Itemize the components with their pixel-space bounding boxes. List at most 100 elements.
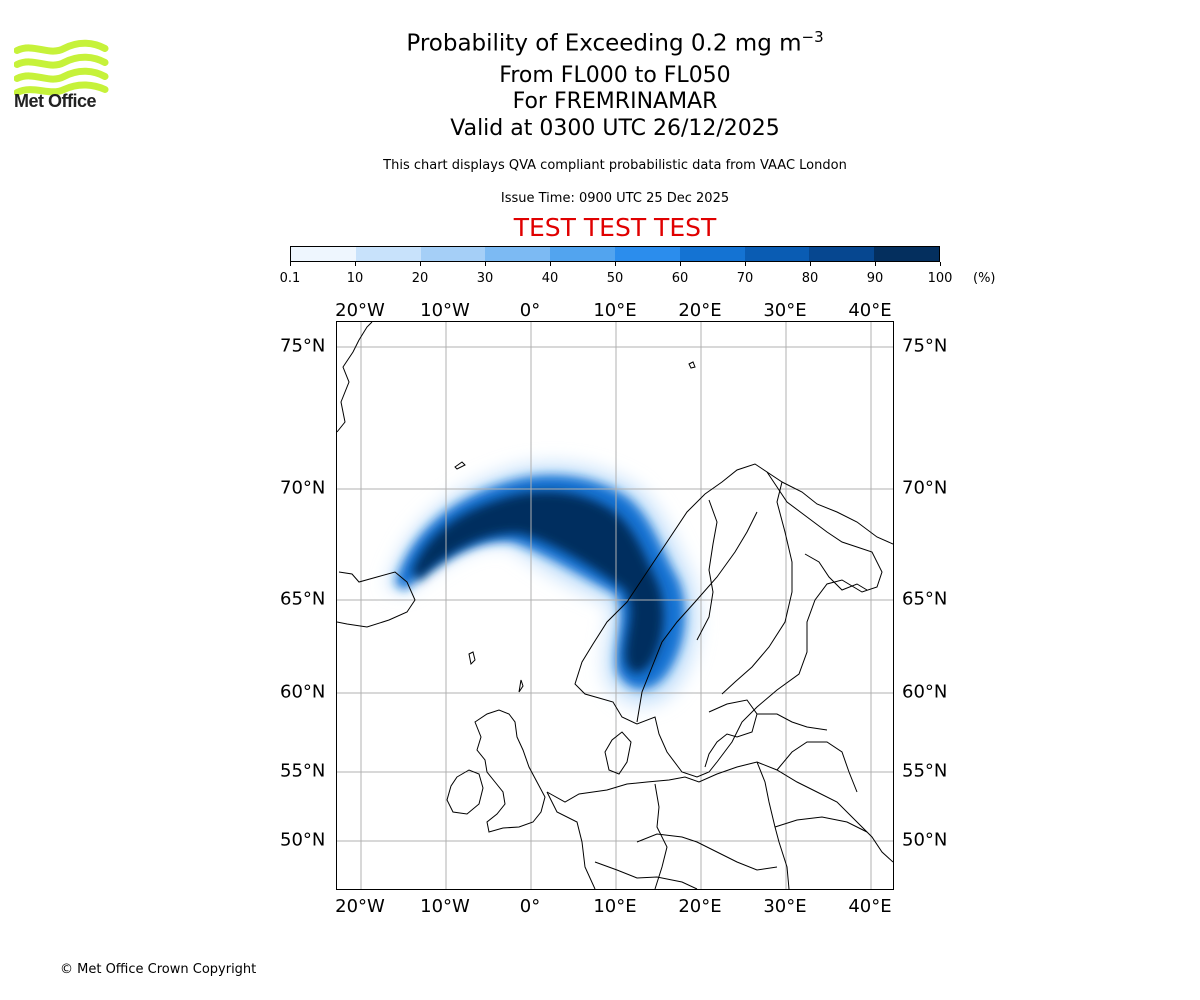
colorbar-tick-label: 80	[801, 271, 819, 286]
chart-title: Probability of Exceeding 0.2 mg m−3	[406, 28, 823, 57]
colorbar-tick-mark	[810, 262, 811, 266]
border-norway-sweden	[636, 511, 758, 723]
valid-time: Valid at 0300 UTC 26/12/2025	[450, 116, 780, 141]
border-ukraine	[774, 816, 868, 833]
colorbar-segment	[679, 247, 745, 261]
jan-mayen	[454, 461, 466, 470]
logo-waves	[14, 39, 109, 96]
plume-core	[412, 491, 664, 673]
denmark-coast	[604, 731, 632, 775]
longitude-label: 20°W	[335, 896, 385, 917]
issue-time: Issue Time: 0900 UTC 25 Dec 2025	[500, 191, 730, 206]
border-germany-poland	[654, 783, 668, 889]
colorbar-segment	[485, 247, 551, 261]
colorbar	[290, 246, 940, 262]
longitude-label: 20°E	[678, 896, 722, 917]
colorbar-tick-mark	[485, 262, 486, 266]
white-sea	[804, 553, 868, 591]
colorbar-segment	[809, 247, 875, 261]
colorbar-tick-label: 70	[736, 271, 754, 286]
latitude-label: 55°N	[902, 760, 948, 782]
latitude-label: 50°N	[280, 829, 326, 851]
ash-plume	[387, 463, 699, 706]
flight-levels: From FL000 to FL050	[499, 63, 731, 88]
colorbar-segment	[744, 247, 810, 261]
border-sweden-finland	[696, 499, 718, 641]
colorbar-tick-label: 100	[927, 271, 953, 286]
latitude-label: 75°N	[280, 335, 326, 357]
colorbar-tick-mark	[875, 262, 876, 266]
qva-note: This chart displays QVA compliant probab…	[383, 158, 847, 173]
greenland-coast	[337, 322, 373, 433]
map-svg	[337, 322, 893, 889]
latitude-label: 70°N	[902, 477, 948, 499]
colorbar-unit: (%)	[973, 271, 996, 286]
longitude-label: 20°E	[678, 300, 722, 321]
colorbar-tick-mark	[615, 262, 616, 266]
colorbar-segment	[874, 247, 939, 261]
border-belarus	[776, 741, 858, 793]
met-office-logo-icon	[14, 39, 109, 96]
latitude-label: 65°N	[902, 588, 948, 610]
test-banner: TEST TEST TEST	[513, 213, 717, 242]
colorbar-tick-mark	[940, 262, 941, 266]
colorbar-tick-label: 30	[476, 271, 494, 286]
colorbar-segment	[420, 247, 486, 261]
iceland-coast	[337, 571, 416, 628]
colorbar-tick-label: 0.1	[279, 271, 301, 286]
longitude-label: 10°E	[593, 896, 637, 917]
colorbar-tick-mark	[290, 262, 291, 266]
coastlines	[337, 322, 893, 889]
latitude-label: 75°N	[902, 335, 948, 357]
longitude-label: 10°W	[420, 300, 470, 321]
border-west	[546, 791, 596, 889]
continent-coast	[546, 761, 893, 863]
kola-coast	[781, 481, 893, 545]
colorbar-tick-label: 10	[346, 271, 364, 286]
volcano-name: For FREMRINAMAR	[512, 89, 718, 114]
longitude-label: 0°	[519, 896, 541, 917]
longitude-label: 30°E	[763, 300, 807, 321]
colorbar-tick-label: 20	[411, 271, 429, 286]
colorbar-tick-label: 40	[541, 271, 559, 286]
colorbar-tick-label: 90	[866, 271, 884, 286]
longitude-label: 30°E	[763, 896, 807, 917]
latitude-label: 60°N	[902, 681, 948, 703]
colorbar-segment	[614, 247, 680, 261]
longitude-label: 10°E	[593, 300, 637, 321]
colorbar-tick-mark	[355, 262, 356, 266]
copyright: © Met Office Crown Copyright	[60, 962, 257, 977]
colorbar-segment	[355, 247, 421, 261]
title-main: Probability of Exceeding 0.2 mg m	[406, 30, 802, 57]
latitude-label: 65°N	[280, 588, 326, 610]
map-panel	[336, 321, 894, 890]
colorbar-segment	[291, 247, 356, 261]
bear-island	[688, 361, 696, 369]
border-finland-russia	[721, 471, 793, 695]
britain-coast	[474, 709, 546, 833]
latitude-label: 50°N	[902, 829, 948, 851]
faroe-islands	[468, 651, 476, 666]
latitude-label: 55°N	[280, 760, 326, 782]
colorbar-tick-mark	[420, 262, 421, 266]
longitude-label: 10°W	[420, 896, 470, 917]
border-russia-latvia	[757, 713, 828, 731]
colorbar-tick-mark	[745, 262, 746, 266]
colorbar-tick-mark	[680, 262, 681, 266]
border-czech	[636, 833, 778, 871]
title-exponent: −3	[801, 28, 824, 46]
colorbar-tick-mark	[550, 262, 551, 266]
longitude-label: 40°E	[848, 300, 892, 321]
shetland	[518, 679, 524, 693]
border-poland-east	[756, 761, 790, 889]
logo-text: Met Office	[14, 91, 97, 111]
ireland-coast	[446, 769, 484, 815]
baltic-coast	[704, 699, 758, 768]
longitude-label: 0°	[519, 300, 541, 321]
latitude-label: 70°N	[280, 477, 326, 499]
colorbar-tick-label: 60	[671, 271, 689, 286]
colorbar-tick-label: 50	[606, 271, 624, 286]
longitude-label: 20°W	[335, 300, 385, 321]
border-alps	[594, 861, 698, 889]
colorbar-segment	[550, 247, 615, 261]
